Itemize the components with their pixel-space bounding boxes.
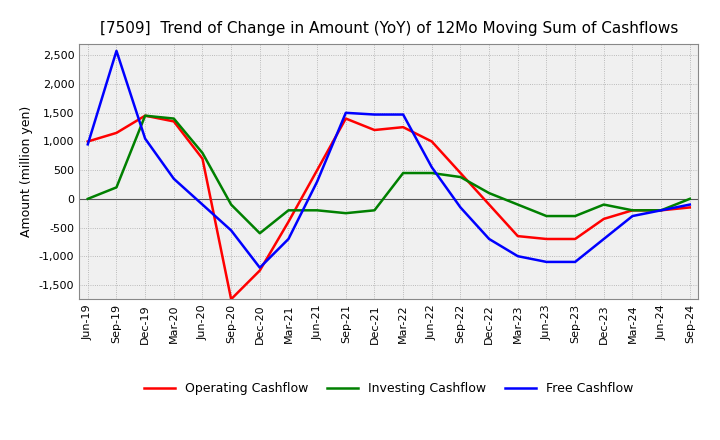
Free Cashflow [227, 228, 235, 233]
Operating Cashflow [341, 116, 350, 121]
Operating Cashflow [256, 268, 264, 273]
Investing Cashflow [312, 208, 321, 213]
Investing Cashflow [628, 208, 636, 213]
Investing Cashflow [456, 174, 465, 180]
Investing Cashflow [513, 202, 522, 207]
Investing Cashflow [141, 113, 150, 118]
Investing Cashflow [341, 210, 350, 216]
Free Cashflow [428, 165, 436, 170]
Free Cashflow [112, 48, 121, 54]
Investing Cashflow [284, 208, 293, 213]
Operating Cashflow [542, 236, 551, 242]
Free Cashflow [84, 142, 92, 147]
Free Cashflow [169, 176, 178, 181]
Legend: Operating Cashflow, Investing Cashflow, Free Cashflow: Operating Cashflow, Investing Cashflow, … [139, 377, 639, 400]
Title: [7509]  Trend of Change in Amount (YoY) of 12Mo Moving Sum of Cashflows: [7509] Trend of Change in Amount (YoY) o… [99, 21, 678, 36]
Investing Cashflow [542, 213, 551, 219]
Investing Cashflow [227, 202, 235, 207]
Operating Cashflow [428, 139, 436, 144]
Operating Cashflow [169, 119, 178, 124]
Investing Cashflow [685, 196, 694, 202]
Operating Cashflow [84, 139, 92, 144]
Free Cashflow [370, 112, 379, 117]
Operating Cashflow [456, 170, 465, 176]
Free Cashflow [685, 202, 694, 207]
Investing Cashflow [84, 196, 92, 202]
Free Cashflow [628, 213, 636, 219]
Investing Cashflow [600, 202, 608, 207]
Free Cashflow [141, 136, 150, 141]
Operating Cashflow [198, 156, 207, 161]
Free Cashflow [657, 208, 665, 213]
Operating Cashflow [141, 113, 150, 118]
Line: Operating Cashflow: Operating Cashflow [88, 116, 690, 299]
Investing Cashflow [657, 208, 665, 213]
Free Cashflow [198, 202, 207, 207]
Free Cashflow [284, 236, 293, 242]
Operating Cashflow [227, 297, 235, 302]
Free Cashflow [456, 205, 465, 210]
Investing Cashflow [485, 191, 493, 196]
Free Cashflow [571, 259, 580, 264]
Operating Cashflow [370, 128, 379, 133]
Investing Cashflow [571, 213, 580, 219]
Operating Cashflow [685, 205, 694, 210]
Investing Cashflow [198, 150, 207, 156]
Operating Cashflow [571, 236, 580, 242]
Operating Cashflow [399, 125, 408, 130]
Operating Cashflow [312, 168, 321, 173]
Free Cashflow [312, 179, 321, 184]
Free Cashflow [485, 236, 493, 242]
Operating Cashflow [485, 202, 493, 207]
Operating Cashflow [112, 130, 121, 136]
Operating Cashflow [628, 208, 636, 213]
Line: Investing Cashflow: Investing Cashflow [88, 116, 690, 233]
Investing Cashflow [256, 231, 264, 236]
Investing Cashflow [428, 170, 436, 176]
Free Cashflow [542, 259, 551, 264]
Free Cashflow [399, 112, 408, 117]
Free Cashflow [256, 265, 264, 270]
Operating Cashflow [600, 216, 608, 222]
Free Cashflow [600, 236, 608, 242]
Free Cashflow [341, 110, 350, 115]
Operating Cashflow [284, 219, 293, 224]
Investing Cashflow [112, 185, 121, 190]
Y-axis label: Amount (million yen): Amount (million yen) [20, 106, 33, 237]
Investing Cashflow [169, 116, 178, 121]
Investing Cashflow [370, 208, 379, 213]
Operating Cashflow [513, 234, 522, 239]
Investing Cashflow [399, 170, 408, 176]
Operating Cashflow [657, 208, 665, 213]
Free Cashflow [513, 253, 522, 259]
Line: Free Cashflow: Free Cashflow [88, 51, 690, 268]
